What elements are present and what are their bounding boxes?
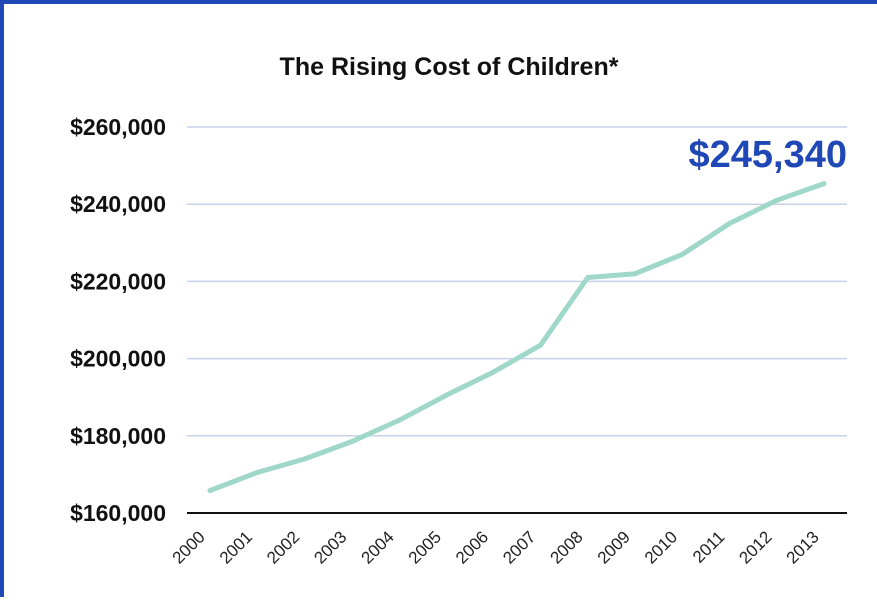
y-tick-label: $260,000 <box>70 114 166 140</box>
y-tick-label: $200,000 <box>70 346 166 372</box>
value-callout: $245,340 <box>689 134 848 176</box>
x-tick-label: 2007 <box>499 527 539 567</box>
data-point <box>349 439 355 445</box>
x-tick-label: 2000 <box>169 527 209 567</box>
data-point <box>396 417 402 423</box>
data-point <box>443 392 449 398</box>
data-point <box>821 181 827 187</box>
y-tick-label: $180,000 <box>70 423 166 449</box>
chart-title: The Rising Cost of Children* <box>280 53 619 81</box>
x-tick-label: 2008 <box>546 527 586 567</box>
x-tick-label: 2005 <box>405 527 445 567</box>
y-tick-label: $160,000 <box>70 500 166 526</box>
x-tick-label: 2011 <box>689 527 728 566</box>
x-tick-label: 2001 <box>216 527 256 567</box>
x-tick-label: 2006 <box>452 527 492 567</box>
x-tick-label: 2004 <box>358 527 398 567</box>
data-point <box>585 275 591 280</box>
y-tick-label: $240,000 <box>70 191 166 217</box>
data-point <box>679 251 685 257</box>
data-point <box>727 221 732 226</box>
x-tick-label: 2002 <box>263 527 303 567</box>
data-point <box>254 470 260 475</box>
y-axis-ticks: $160,000 $180,000 $200,000 $220,000 $240,000… <box>70 114 166 526</box>
x-tick-label: 2003 <box>310 527 350 567</box>
x-tick-label: 2009 <box>594 527 634 567</box>
series-line-group <box>207 181 827 494</box>
series-line <box>207 181 827 494</box>
x-tick-label: 2013 <box>783 527 823 567</box>
data-point <box>538 342 544 348</box>
x-tick-label: 2010 <box>641 527 681 567</box>
y-tick-label: $220,000 <box>70 268 166 294</box>
data-point <box>207 488 213 494</box>
line-chart: The Rising Cost of Children* $160,000 $18… <box>70 53 848 568</box>
data-point <box>774 197 780 203</box>
data-point <box>632 271 638 277</box>
x-axis-ticks: 2000 2001 2002 2003 2004 2005 2006 2007 2008 2009… <box>169 527 823 567</box>
x-tick-label: 2012 <box>735 527 775 567</box>
data-point <box>490 369 496 375</box>
data-point <box>302 456 307 462</box>
grid-lines <box>187 126 847 514</box>
